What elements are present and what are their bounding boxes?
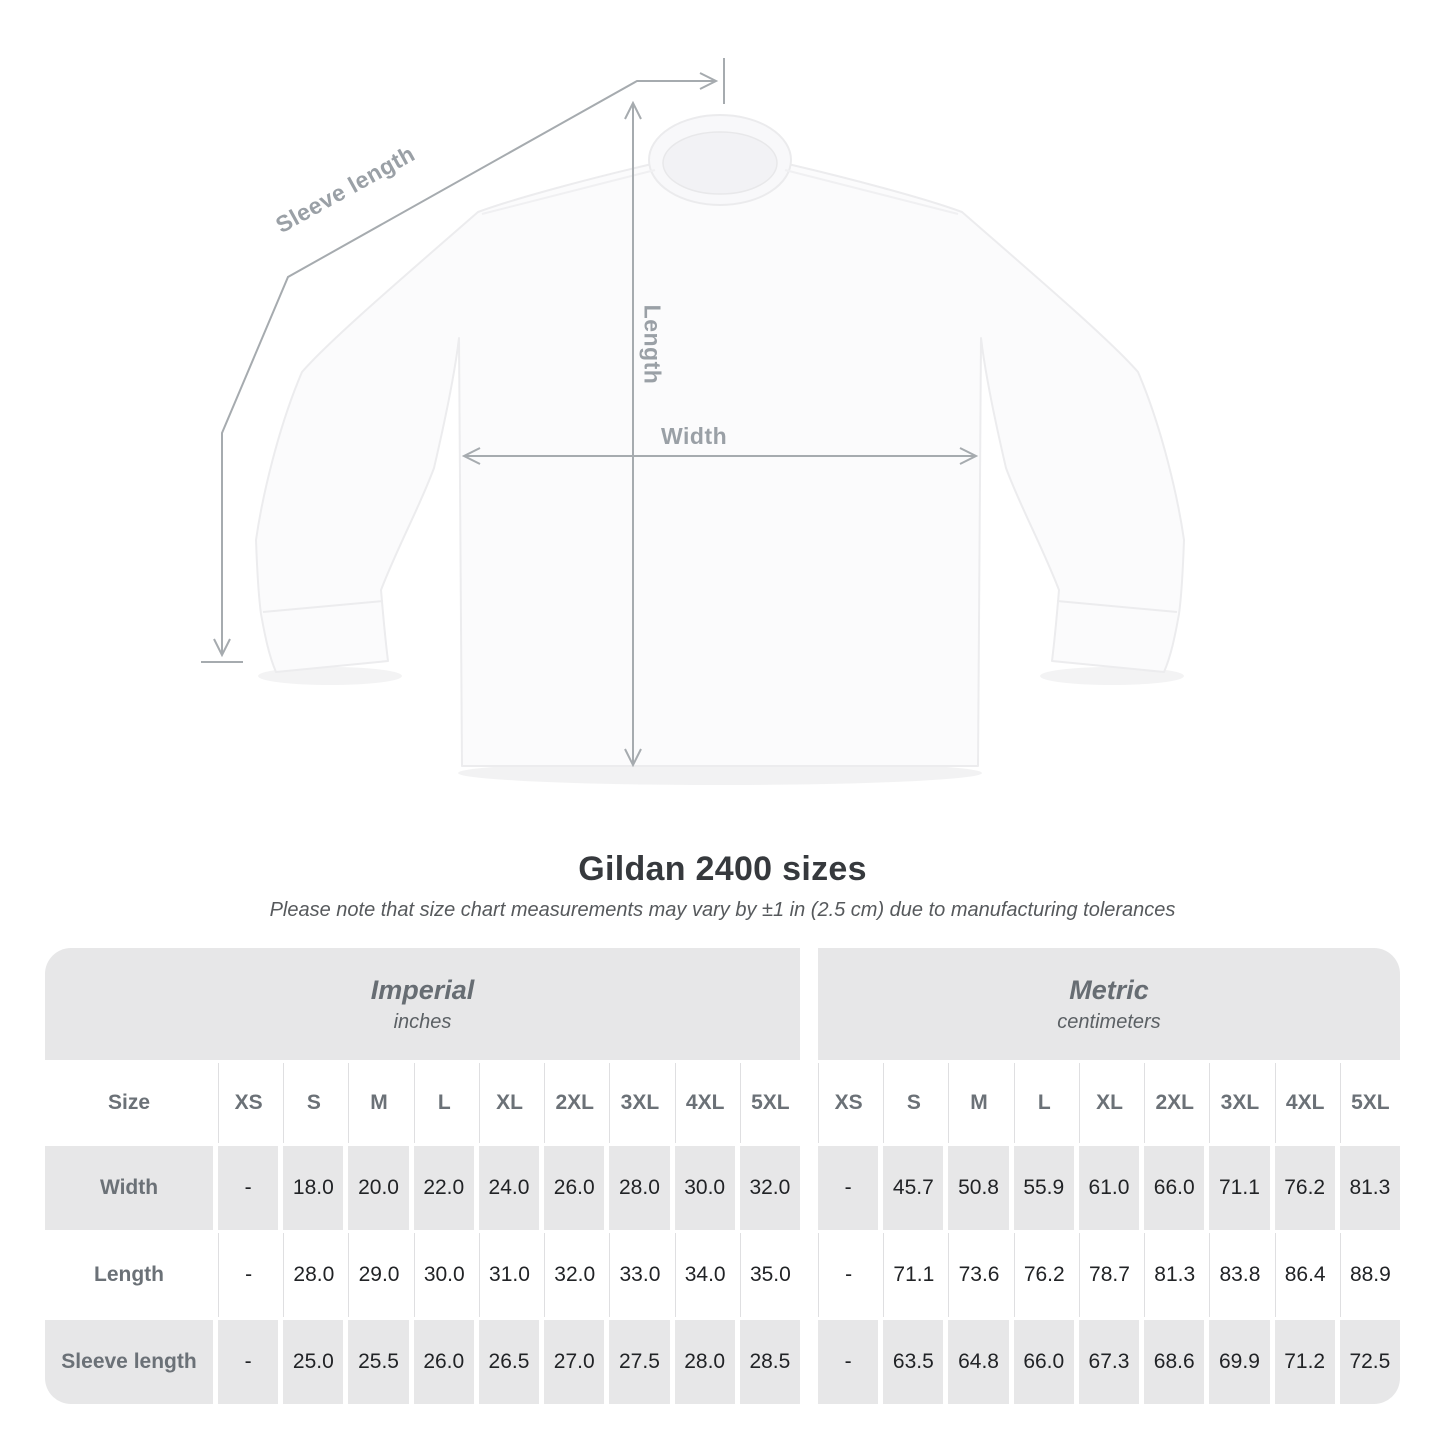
section-gap — [805, 948, 813, 1060]
value-cell: - — [817, 1146, 879, 1230]
value-cell: 66.0 — [1013, 1320, 1074, 1404]
section-gap — [805, 1233, 813, 1317]
size-col-header: 5XL — [739, 1063, 800, 1143]
value-cell: 78.7 — [1078, 1233, 1139, 1317]
value-cell: 35.0 — [739, 1233, 800, 1317]
size-col-header: M — [348, 1063, 408, 1143]
value-cell: 30.0 — [674, 1146, 735, 1230]
page-title: Gildan 2400 sizes — [578, 850, 867, 888]
value-cell: 63.5 — [883, 1320, 944, 1404]
value-cell: 26.0 — [413, 1320, 474, 1404]
value-cell: 73.6 — [948, 1233, 1008, 1317]
size-col-header: XL — [1078, 1063, 1139, 1143]
title-block: Gildan 2400 sizes Please note that size … — [0, 850, 1445, 922]
size-table: Imperial inches Metric centimeters Size … — [45, 948, 1400, 1404]
size-col-header: M — [948, 1063, 1008, 1143]
value-cell: 28.0 — [609, 1146, 670, 1230]
value-cell: 88.9 — [1339, 1233, 1400, 1317]
value-cell: 29.0 — [348, 1233, 408, 1317]
length-label: Length — [639, 304, 666, 385]
size-col-header: L — [413, 1063, 474, 1143]
value-cell: 55.9 — [1013, 1146, 1074, 1230]
size-col-header: 5XL — [1339, 1063, 1400, 1143]
metric-section-header: Metric centimeters — [817, 948, 1400, 1060]
value-cell: 67.3 — [1078, 1320, 1140, 1404]
size-col-header: S — [283, 1063, 343, 1143]
value-cell: 31.0 — [478, 1233, 539, 1317]
size-col-header: 2XL — [1144, 1063, 1204, 1143]
value-cell: - — [218, 1146, 279, 1230]
section-gap — [805, 1063, 813, 1143]
value-cell: 22.0 — [413, 1146, 474, 1230]
imperial-section-unit: inches — [393, 1010, 452, 1033]
value-cell: - — [218, 1233, 278, 1317]
value-cell: 27.5 — [609, 1320, 670, 1404]
value-cell: 28.0 — [283, 1233, 343, 1317]
value-cell: 28.5 — [739, 1320, 800, 1404]
size-col-header: XS — [218, 1063, 278, 1143]
tolerance-note: Please note that size chart measurements… — [269, 899, 1176, 921]
width-label: Width — [661, 423, 728, 449]
metric-section-unit: centimeters — [1057, 1010, 1161, 1033]
size-col-header: XS — [817, 1063, 878, 1143]
value-cell: 76.2 — [1274, 1146, 1335, 1230]
size-col-header: XL — [478, 1063, 539, 1143]
row-label-length: Length — [94, 1263, 164, 1286]
size-col-header: 4XL — [674, 1063, 735, 1143]
size-corner-header: Size — [107, 1091, 151, 1114]
value-cell: 61.0 — [1078, 1146, 1140, 1230]
section-gap — [805, 1320, 813, 1404]
shirt-body — [255, 127, 1185, 767]
value-cell: 86.4 — [1274, 1233, 1335, 1317]
row-label-width: Width — [45, 1146, 213, 1230]
value-cell: 71.2 — [1274, 1320, 1335, 1404]
value-cell: 45.7 — [883, 1146, 944, 1230]
size-col-header: L — [1013, 1063, 1074, 1143]
measurement-lines — [201, 58, 979, 768]
value-cell: - — [817, 1233, 878, 1317]
imperial-section-header: Imperial inches — [45, 948, 800, 1060]
long-sleeve-shirt-illustration — [201, 58, 1185, 785]
value-cell: 71.1 — [1209, 1146, 1270, 1230]
size-col-header: 2XL — [544, 1063, 604, 1143]
row-label-sleeve-length: Sleeve length — [45, 1320, 213, 1404]
value-cell: 32.0 — [544, 1233, 604, 1317]
value-cell: - — [817, 1320, 879, 1404]
value-cell: - — [218, 1320, 279, 1404]
size-col-header: 4XL — [1274, 1063, 1335, 1143]
value-cell: 72.5 — [1339, 1320, 1400, 1404]
value-cell: 71.1 — [883, 1233, 943, 1317]
value-cell: 34.0 — [674, 1233, 735, 1317]
value-cell: 50.8 — [948, 1146, 1009, 1230]
value-cell: 64.8 — [948, 1320, 1009, 1404]
value-cell: 26.5 — [478, 1320, 540, 1404]
size-col-header: 3XL — [609, 1063, 669, 1143]
value-cell: 66.0 — [1144, 1146, 1205, 1230]
value-cell: 20.0 — [348, 1146, 409, 1230]
value-cell: 28.0 — [674, 1320, 735, 1404]
shirt-size-diagram: Sleeve length Length Width — [201, 58, 1185, 785]
value-cell: 33.0 — [609, 1233, 669, 1317]
value-cell: 69.9 — [1209, 1320, 1270, 1404]
value-cell: 18.0 — [283, 1146, 344, 1230]
value-cell: 83.8 — [1209, 1233, 1269, 1317]
metric-section-name: Metric — [1069, 974, 1149, 1005]
value-cell: 81.3 — [1144, 1233, 1204, 1317]
value-cell: 30.0 — [413, 1233, 474, 1317]
value-cell: 32.0 — [739, 1146, 800, 1230]
size-col-header: S — [883, 1063, 943, 1143]
value-cell: 68.6 — [1144, 1320, 1205, 1404]
value-cell: 81.3 — [1339, 1146, 1400, 1230]
value-cell: 25.0 — [283, 1320, 344, 1404]
value-cell: 26.0 — [544, 1146, 605, 1230]
value-cell: 25.5 — [348, 1320, 409, 1404]
section-gap — [805, 1146, 813, 1230]
value-cell: 24.0 — [478, 1146, 540, 1230]
value-cell: 27.0 — [544, 1320, 605, 1404]
size-col-header: 3XL — [1209, 1063, 1269, 1143]
imperial-section-name: Imperial — [370, 974, 475, 1005]
value-cell: 76.2 — [1013, 1233, 1074, 1317]
